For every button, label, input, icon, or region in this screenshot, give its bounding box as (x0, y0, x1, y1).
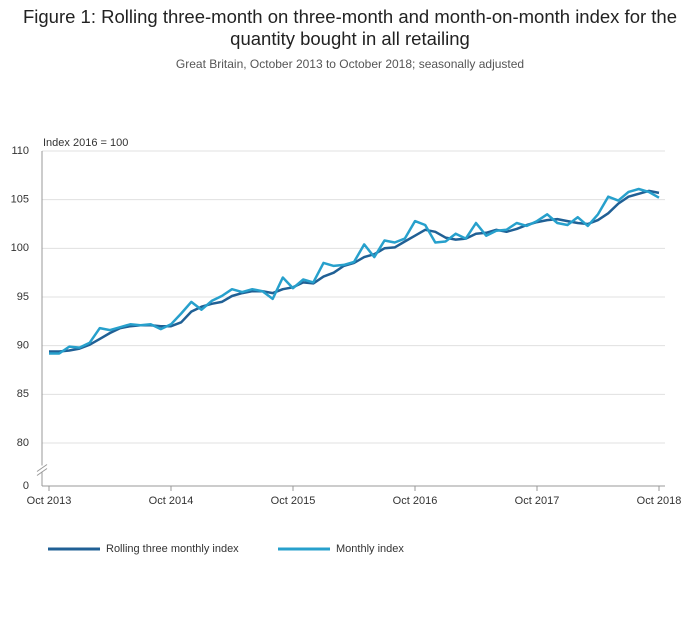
x-tick-label: Oct 2014 (149, 495, 194, 507)
axis-break (36, 468, 48, 476)
series-line (49, 187, 660, 355)
y-axis-label: Index 2016 = 100 (43, 137, 128, 149)
chart-title: Figure 1: Rolling three-month on three-m… (22, 6, 678, 49)
y-tick-label: 0 (23, 480, 29, 492)
y-tick-label: 80 (17, 437, 29, 449)
y-tick-label: 105 (11, 194, 29, 206)
y-tick-label: 100 (11, 242, 29, 254)
x-tick-label: Oct 2018 (637, 495, 682, 507)
axis-break (36, 464, 48, 472)
legend-label: Monthly index (336, 543, 404, 555)
x-tick-label: Oct 2016 (393, 495, 438, 507)
x-tick-label: Oct 2013 (27, 495, 72, 507)
x-tick-label: Oct 2015 (271, 495, 316, 507)
y-tick-label: 95 (17, 291, 29, 303)
series-line (49, 189, 660, 353)
legend-label: Rolling three monthly index (106, 543, 239, 555)
chart-subtitle: Great Britain, October 2013 to October 2… (175, 57, 525, 71)
x-tick-label: Oct 2017 (515, 495, 560, 507)
y-tick-label: 110 (11, 145, 29, 157)
y-tick-label: 90 (17, 340, 29, 352)
y-tick-label: 85 (17, 388, 29, 400)
